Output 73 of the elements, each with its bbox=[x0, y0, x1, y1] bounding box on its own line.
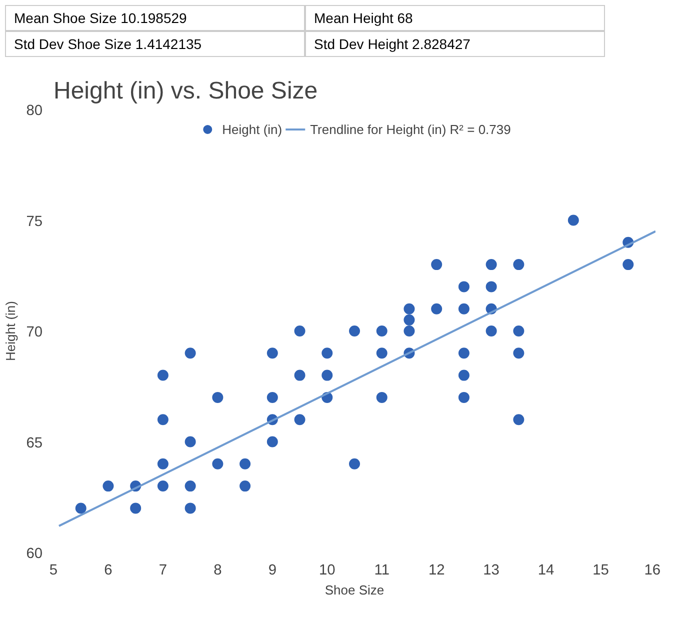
point bbox=[102, 480, 114, 492]
point bbox=[157, 414, 168, 426]
point bbox=[212, 458, 224, 470]
x-tick-label: 8 bbox=[214, 562, 222, 578]
point bbox=[458, 281, 470, 292]
point bbox=[486, 259, 497, 270]
point bbox=[157, 370, 168, 381]
point bbox=[513, 414, 524, 426]
point bbox=[157, 458, 168, 470]
point bbox=[404, 303, 415, 314]
x-tick-label: 6 bbox=[104, 562, 112, 578]
point bbox=[458, 348, 470, 359]
y-tick-label: 60 bbox=[26, 546, 43, 562]
point bbox=[349, 458, 360, 470]
legend-label: Height (in) bbox=[222, 122, 282, 136]
point bbox=[322, 370, 333, 381]
point bbox=[266, 392, 278, 403]
point bbox=[349, 326, 360, 336]
point bbox=[184, 348, 196, 359]
point bbox=[75, 502, 86, 514]
point bbox=[130, 502, 142, 514]
point bbox=[266, 436, 278, 448]
x-tick-label: 15 bbox=[592, 562, 609, 578]
legend-label: Trendline for Height (in) R² = 0.739 bbox=[310, 122, 511, 136]
x-tick-label: 7 bbox=[158, 562, 168, 578]
point bbox=[486, 281, 497, 292]
point bbox=[568, 214, 579, 226]
point bbox=[458, 303, 470, 314]
x-tick-label: 11 bbox=[374, 562, 390, 578]
x-axis-title: Shoe Size bbox=[324, 582, 384, 598]
point bbox=[404, 326, 415, 336]
point bbox=[212, 392, 224, 403]
x-tick-label: 10 bbox=[318, 562, 336, 578]
y-tick-label: 65 bbox=[26, 435, 43, 452]
y-tick-label: 75 bbox=[26, 214, 43, 230]
point bbox=[322, 348, 333, 359]
point bbox=[376, 392, 388, 403]
x-tick-label: 5 bbox=[49, 562, 58, 578]
y-axis-title: Height (in) bbox=[3, 301, 18, 361]
point bbox=[458, 392, 470, 403]
point bbox=[157, 480, 168, 492]
text: Std Dev Shoe Size 1.4142135 bbox=[5, 31, 305, 57]
point bbox=[294, 326, 306, 336]
point bbox=[240, 480, 251, 492]
chart-title: Height (in) vs. Shoe Size bbox=[54, 78, 318, 104]
point bbox=[513, 326, 524, 336]
point bbox=[513, 259, 524, 270]
point bbox=[184, 436, 196, 448]
point bbox=[376, 326, 388, 336]
x-tick-label: 9 bbox=[268, 562, 276, 578]
x-tick-label: 14 bbox=[538, 562, 554, 578]
text: Mean Shoe Size 10.198529 bbox=[5, 5, 305, 31]
x-tick-label: 12 bbox=[428, 562, 445, 578]
x-tick-label: 16 bbox=[644, 562, 661, 578]
point bbox=[184, 480, 196, 492]
point bbox=[404, 314, 415, 326]
y-tick-label: 80 bbox=[26, 103, 43, 119]
point bbox=[458, 370, 470, 381]
point bbox=[431, 303, 442, 314]
text: Mean Height 68 bbox=[305, 5, 605, 31]
point bbox=[266, 348, 278, 359]
point bbox=[294, 414, 306, 426]
point bbox=[486, 326, 497, 336]
point bbox=[622, 259, 634, 270]
point bbox=[240, 458, 251, 470]
text: Std Dev Height 2.828427 bbox=[305, 31, 605, 57]
y-tick-label: 70 bbox=[26, 324, 43, 340]
x-tick-label: 13 bbox=[483, 562, 500, 578]
point bbox=[294, 370, 306, 381]
point bbox=[431, 259, 442, 270]
point bbox=[184, 502, 196, 514]
point bbox=[513, 348, 524, 359]
point bbox=[376, 348, 388, 359]
